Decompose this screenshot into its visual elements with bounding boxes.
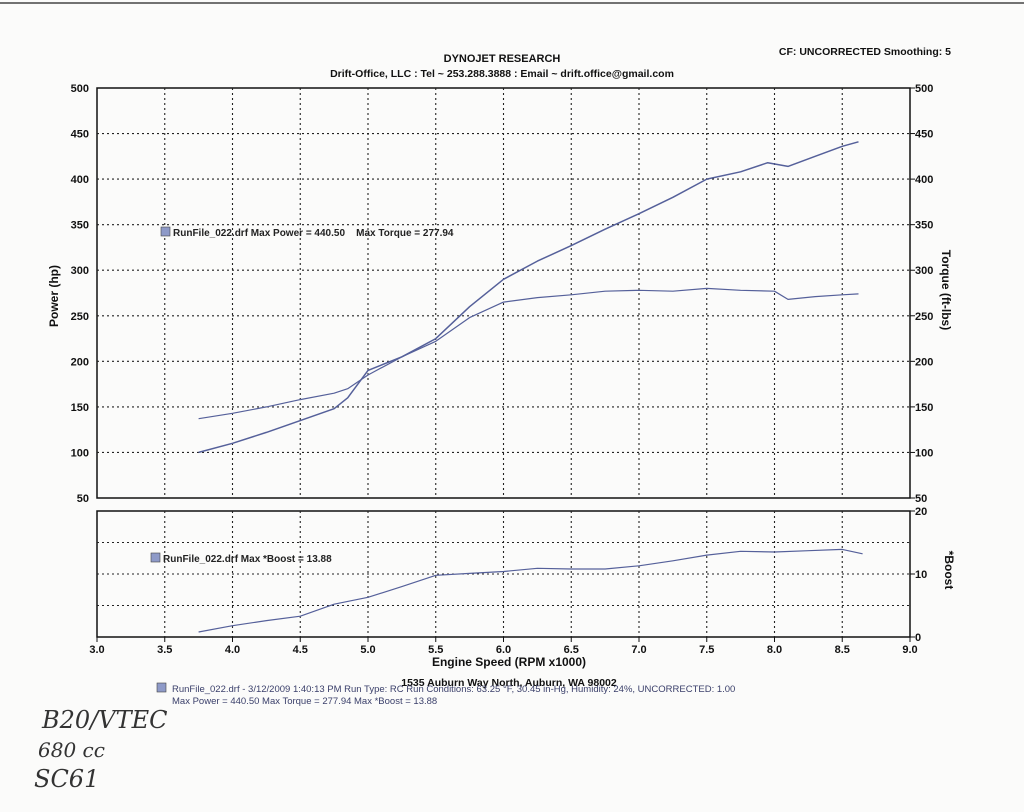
boost-axis-label: *Boost	[942, 551, 956, 590]
torque-axis-ticks: 50 100 150 200 250 300 350 400 450 500	[910, 83, 933, 505]
rpm-axis-ticks: 3.0 3.5 4.0 4.5 5.0 5.5 6.0 6.5 7.0 7.5 8.0 8.5 9.0	[89, 637, 918, 656]
rpm-tick-label: 7.0	[631, 644, 646, 656]
torque-tick-label: 450	[915, 129, 933, 141]
power-torque-grid	[97, 88, 910, 498]
boost-tick-label: 0	[915, 632, 921, 644]
rpm-tick-label: 5.0	[360, 644, 375, 656]
rpm-tick-label: 6.0	[496, 644, 511, 656]
torque-curve	[198, 287, 859, 420]
run-file-marker	[156, 682, 167, 693]
rpm-tick-label: 3.5	[157, 644, 172, 656]
torque-tick-label: 200	[915, 356, 933, 368]
torque-axis-label: Torque (ft-lbs)	[939, 250, 953, 330]
torque-tick-label: 350	[915, 220, 933, 232]
handwritten-engine: B20/VTEC	[41, 706, 167, 734]
handwritten-injectors: 680 cc	[38, 738, 105, 762]
power-tick-label: 150	[71, 402, 89, 414]
legend-marker	[150, 552, 161, 563]
power-tick-label: 300	[71, 265, 89, 277]
power-axis-label: Power (hp)	[47, 265, 61, 327]
torque-tick-label: 400	[915, 174, 933, 186]
power-torque-legend: RunFile_022.drf Max Power = 440.50 Max T…	[173, 228, 454, 239]
torque-tick-label: 300	[915, 265, 933, 277]
chart-subtitle: Drift-Office, LLC : Tel ~ 253.288.3888 :…	[330, 68, 674, 80]
power-tick-label: 350	[71, 220, 89, 232]
power-tick-label: 200	[71, 356, 89, 368]
rpm-tick-label: 4.5	[293, 644, 308, 656]
torque-tick-label: 150	[915, 402, 933, 414]
rpm-tick-label: 9.0	[902, 644, 917, 656]
power-tick-label: 450	[71, 129, 89, 141]
boost-axis-ticks: 0 10 20	[910, 506, 927, 644]
boost-tick-label: 20	[915, 506, 927, 518]
torque-tick-label: 250	[915, 311, 933, 323]
power-tick-label: 250	[71, 311, 89, 323]
correction-info: CF: UNCORRECTED Smoothing: 5	[779, 46, 951, 58]
rpm-tick-label: 4.0	[225, 644, 240, 656]
run-info-line: RunFile_022.drf - 3/12/2009 1:40:13 PM R…	[172, 684, 735, 695]
torque-tick-label: 50	[915, 493, 927, 505]
rpm-tick-label: 5.5	[428, 644, 443, 656]
power-torque-panel: 50 100 150 200 250 300 350 400 450 500 50 100 150 20…	[47, 83, 953, 505]
rpm-tick-label: 8.5	[835, 644, 850, 656]
chart-title: DYNOJET RESEARCH	[444, 53, 561, 65]
rpm-tick-label: 8.0	[767, 644, 782, 656]
legend-marker	[160, 226, 171, 237]
power-tick-label: 100	[71, 447, 89, 459]
shop-address: 1535 Auburn Way North, Auburn, WA 98002	[401, 677, 617, 689]
rpm-axis-label: Engine Speed (RPM x1000)	[432, 655, 586, 669]
power-torque-curves	[198, 141, 859, 454]
handwritten-turbo: SC61	[34, 765, 99, 793]
torque-tick-label: 100	[915, 447, 933, 459]
boost-grid	[97, 511, 910, 637]
rpm-tick-label: 3.0	[89, 644, 104, 656]
power-tick-label: 50	[77, 493, 89, 505]
power-axis-ticks: 50 100 150 200 250 300 350 400 450 500	[71, 83, 89, 505]
rpm-tick-label: 7.5	[699, 644, 714, 656]
boost-legend: RunFile_022.drf Max *Boost = 13.88	[163, 554, 332, 565]
power-tick-label: 500	[71, 83, 89, 95]
boost-line	[198, 548, 863, 633]
run-maxima-line: Max Power = 440.50 Max Torque = 277.94 M…	[172, 696, 437, 707]
rpm-tick-label: 6.5	[564, 644, 579, 656]
power-curve	[198, 141, 859, 454]
power-tick-label: 400	[71, 174, 89, 186]
boost-panel: 0 10 20 RunFile_022.drf Max *Boost = 13.88…	[96, 506, 956, 644]
boost-curve	[198, 548, 863, 633]
torque-tick-label: 500	[915, 83, 933, 95]
boost-tick-label: 10	[915, 569, 927, 581]
